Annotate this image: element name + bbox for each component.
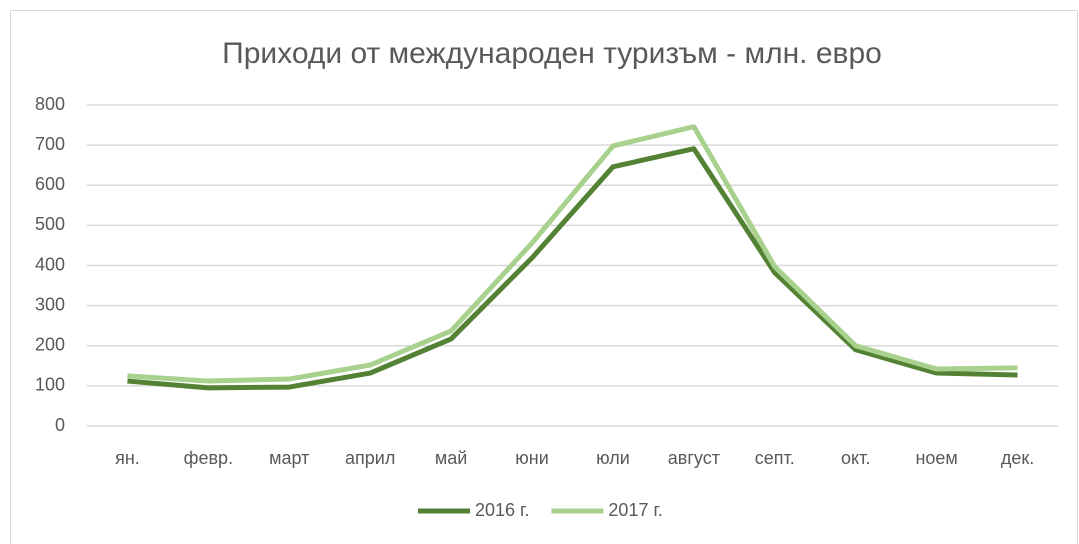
x-tick-label: август bbox=[668, 448, 720, 468]
x-tick-label: април bbox=[345, 448, 395, 468]
chart-frame bbox=[10, 10, 1078, 544]
y-tick-label: 200 bbox=[35, 335, 65, 355]
y-tick-label: 800 bbox=[35, 94, 65, 114]
x-tick-label: дек. bbox=[1001, 448, 1034, 468]
y-tick-label: 0 bbox=[55, 415, 65, 435]
legend-label: 2017 г. bbox=[608, 500, 662, 520]
series-line bbox=[127, 124, 1018, 384]
y-tick-label: 100 bbox=[35, 375, 65, 395]
x-tick-label: май bbox=[435, 448, 467, 468]
x-tick-label: окт. bbox=[841, 448, 870, 468]
x-tick-label: юли bbox=[596, 448, 630, 468]
y-tick-label: 300 bbox=[35, 294, 65, 314]
x-tick-label: март bbox=[269, 448, 309, 468]
x-tick-label: септ. bbox=[755, 448, 795, 468]
legend-label: 2016 г. bbox=[475, 500, 529, 520]
y-tick-label: 500 bbox=[35, 214, 65, 234]
chart-title: Приходи от международен туризъм - млн. е… bbox=[222, 37, 882, 70]
y-tick-label: 600 bbox=[35, 174, 65, 194]
x-tick-label: ноем bbox=[915, 448, 957, 468]
x-tick-label: ян. bbox=[115, 448, 140, 468]
y-tick-label: 700 bbox=[35, 134, 65, 154]
x-tick-label: юни bbox=[515, 448, 549, 468]
series-line bbox=[127, 146, 1018, 391]
x-tick-label: февр. bbox=[184, 448, 233, 468]
y-tick-label: 400 bbox=[35, 254, 65, 274]
